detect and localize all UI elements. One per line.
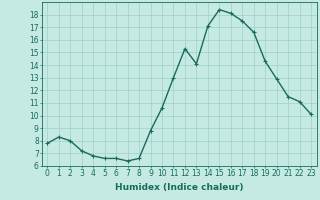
X-axis label: Humidex (Indice chaleur): Humidex (Indice chaleur) bbox=[115, 183, 244, 192]
